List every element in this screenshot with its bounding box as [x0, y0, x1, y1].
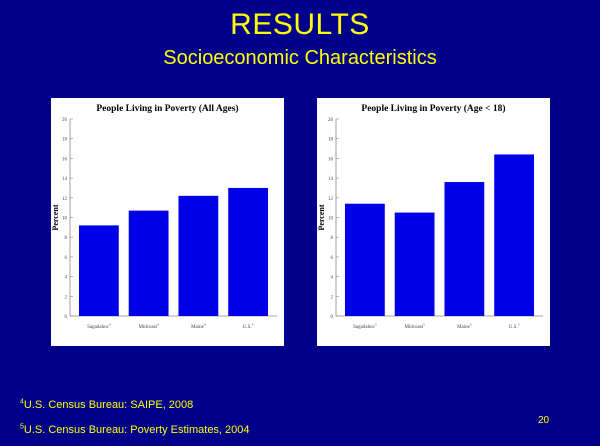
y-tick-label: 16	[328, 157, 334, 162]
x-tick-label-marker: 4	[109, 323, 111, 327]
footnote-2-text: U.S. Census Bureau: Poverty Estimates, 2…	[23, 424, 250, 436]
chart-svg-under-18: People Living in Poverty (Age < 18) Perce…	[317, 103, 543, 331]
y-tick-label: 2	[331, 295, 334, 300]
footnote-1-text: U.S. Census Bureau: SAIPE, 2008	[23, 399, 194, 411]
bar-us	[228, 187, 269, 316]
y-tick-label: 14	[62, 177, 68, 182]
y-tick-label: 10	[62, 217, 68, 222]
y-tick-label: 14	[328, 177, 334, 182]
x-tick-label: Sagadahoc5	[353, 323, 377, 331]
bar-sagadahoc	[344, 203, 385, 316]
y-tick-label: 6	[331, 256, 334, 261]
x-tick-label-marker: 5	[423, 323, 425, 327]
x-tick-label-marker: 4	[252, 323, 254, 327]
y-tick-label: 0	[65, 315, 68, 320]
x-tick-label: Midcoast5	[404, 323, 425, 331]
chart-title: People Living in Poverty (Age < 18)	[361, 103, 505, 114]
y-tick-label: 12	[62, 197, 68, 202]
footnote-2-marker: 5	[20, 423, 24, 431]
y-tick-label: 4	[65, 276, 68, 281]
y-tick-label: 0	[331, 315, 334, 320]
x-tick-label-marker: 5	[518, 323, 520, 327]
y-tick-label: 18	[328, 138, 334, 143]
bar-midcoast	[394, 212, 435, 316]
footnote-1: 4U.S. Census Bureau: SAIPE, 2008	[20, 398, 194, 412]
chart-title: People Living in Poverty (All Ages)	[96, 103, 238, 114]
bar-us	[494, 154, 535, 316]
y-tick-label: 18	[62, 138, 68, 143]
x-tick-label: Midcoast4	[138, 323, 159, 331]
slide-subtitle: Socioeconomic Characteristics	[163, 47, 437, 69]
slide-number: 20	[538, 415, 550, 426]
slide-title: RESULTS	[230, 8, 370, 41]
footnote-2: 5U.S. Census Bureau: Poverty Estimates, …	[20, 423, 250, 437]
y-tick-label: 10	[328, 217, 334, 222]
chart-svg-all-ages: People Living in Poverty (All Ages) Perce…	[51, 103, 277, 331]
bar-maine	[178, 195, 219, 316]
x-tick-label-marker: 5	[375, 323, 377, 327]
y-axis-label: Percent	[317, 204, 326, 230]
y-tick-label: 12	[328, 197, 334, 202]
y-axis-label: Percent	[51, 204, 60, 230]
x-tick-label: U.S.5	[509, 323, 520, 331]
chart-poverty-under-18: People Living in Poverty (Age < 18) Perce…	[317, 98, 550, 346]
x-tick-label: Maine5	[457, 323, 472, 331]
y-tick-label: 2	[65, 295, 68, 300]
x-tick-label-marker: 4	[204, 323, 206, 327]
x-tick-label: U.S.4	[243, 323, 254, 331]
footnote-1-marker: 4	[20, 398, 24, 406]
y-tick-label: 6	[65, 256, 68, 261]
y-tick-label: 8	[331, 236, 334, 241]
y-tick-label: 16	[62, 157, 68, 162]
y-tick-label: 20	[62, 118, 68, 123]
x-tick-label-marker: 5	[470, 323, 472, 327]
y-tick-label: 8	[65, 236, 68, 241]
bar-maine	[444, 182, 485, 316]
chart-poverty-all-ages: People Living in Poverty (All Ages) Perce…	[51, 98, 284, 346]
y-tick-label: 20	[328, 118, 334, 123]
y-tick-label: 4	[331, 276, 334, 281]
bar-sagadahoc	[78, 225, 119, 316]
x-tick-label: Sagadahoc4	[87, 323, 111, 331]
x-tick-label-marker: 4	[157, 323, 159, 327]
x-tick-label: Maine4	[191, 323, 206, 331]
bar-midcoast	[128, 210, 169, 316]
